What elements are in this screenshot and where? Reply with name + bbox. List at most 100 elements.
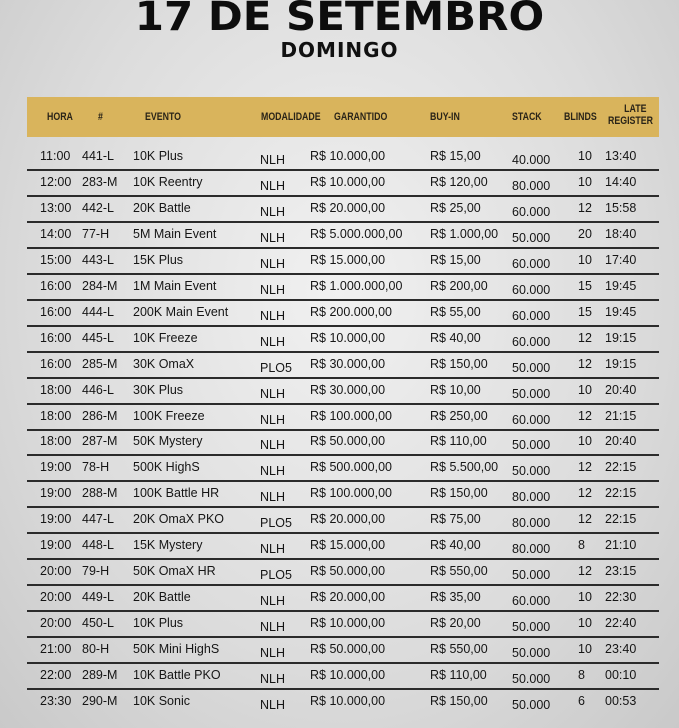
table-row: 16:00 444-L 200K Main Event NLH R$ 200.000,0… [27, 301, 659, 327]
cell-evento: 10K Plus [133, 149, 184, 163]
cell-modalidade: NLH [260, 464, 286, 479]
table-row: 16:00 285-M 30K OmaX PLO5 R$ 30.000,00 R$ 150… [27, 353, 659, 379]
table-row: 20:00 449-L 20K Battle NLH R$ 20.000,00 R$ 35… [27, 586, 659, 613]
cell-stack: 80.000 [512, 542, 551, 557]
cell-late-register: 15:58 [605, 200, 637, 215]
cell-garantido: R$ 10.000,00 [310, 149, 386, 163]
cell-evento: 1M Main Event [133, 278, 217, 293]
table-row: 22:00 289-M 10K Battle PKO NLH R$ 10.000,00 R… [27, 664, 659, 690]
cell-blinds: 12 [578, 330, 592, 345]
cell-blinds: 12 [578, 408, 592, 423]
cell-blinds: 12 [578, 486, 592, 501]
cell-number: 444-L [82, 304, 114, 319]
cell-garantido: R$ 10.000,00 [310, 668, 386, 682]
cell-modalidade: PLO5 [260, 360, 292, 375]
cell-garantido: R$ 50.000,00 [310, 642, 386, 657]
cell-blinds: 12 [578, 460, 592, 475]
header-blinds: BLINDS [564, 111, 597, 123]
cell-evento: 50K Mystery [133, 434, 203, 449]
cell-stack: 60.000 [512, 256, 551, 271]
cell-blinds: 12 [578, 564, 592, 579]
cell-hora: 15:00 [40, 252, 72, 267]
cell-buy-in: R$ 110,00 [430, 434, 487, 449]
cell-buy-in: R$ 1.000,00 [430, 226, 499, 241]
cell-garantido: R$ 15.000,00 [310, 252, 386, 267]
cell-number: 448-L [82, 538, 114, 553]
cell-late-register: 23:15 [605, 564, 637, 579]
table-row: 20:00 79-H 50K OmaX HR PLO5 R$ 50.000,00 R$ 5… [27, 560, 659, 587]
cell-late-register: 22:40 [605, 616, 637, 631]
cell-evento: 15K Plus [133, 252, 184, 267]
cell-hora: 18:00 [40, 382, 72, 397]
cell-number: 445-L [82, 330, 114, 345]
cell-modalidade: NLH [260, 334, 286, 349]
cell-late-register: 19:15 [605, 356, 637, 371]
cell-stack: 50.000 [512, 646, 551, 661]
cell-number: 79-H [82, 564, 110, 579]
cell-stack: 80.000 [512, 490, 551, 505]
table-row: 19:00 78-H 500K HighS NLH R$ 500.000,00 R$ 5.… [27, 456, 659, 483]
cell-buy-in: R$ 10,00 [430, 382, 481, 397]
table-row: 12:00 283-M 10K Reentry NLH R$ 10.000,00 R$ 1… [27, 171, 659, 197]
cell-modalidade: NLH [260, 620, 286, 635]
cell-stack: 60.000 [512, 282, 551, 297]
cell-garantido: R$ 10.000,00 [310, 693, 386, 708]
cell-buy-in: R$ 25,00 [430, 200, 481, 215]
header-register: REGISTER [608, 115, 653, 127]
cell-hora: 12:00 [40, 174, 72, 189]
cell-garantido: R$ 30.000,00 [310, 382, 386, 397]
cell-stack: 80.000 [512, 178, 551, 193]
table-row: 18:00 446-L 30K Plus NLH R$ 30.000,00 R$ 10,0… [27, 379, 659, 405]
cell-buy-in: R$ 55,00 [430, 304, 481, 319]
cell-modalidade: NLH [260, 594, 286, 609]
table-row: 11:00 441-L 10K Plus NLH R$ 10.000,00 R$ 15,0… [27, 145, 659, 171]
cell-number: 289-M [82, 668, 118, 682]
cell-late-register: 19:15 [605, 330, 637, 345]
cell-modalidade: NLH [260, 308, 286, 323]
cell-modalidade: PLO5 [260, 516, 292, 531]
cell-blinds: 8 [578, 538, 585, 553]
cell-number: 286-M [82, 408, 118, 423]
cell-garantido: R$ 500.000,00 [310, 460, 393, 475]
table-header: HORA # EVENTO MODALIDADE GARANTIDO BUY-I… [27, 97, 659, 137]
cell-hora: 21:00 [40, 642, 72, 657]
cell-hora: 18:00 [40, 408, 72, 423]
cell-late-register: 23:40 [605, 642, 637, 657]
cell-modalidade: NLH [260, 153, 286, 167]
cell-evento: 30K Plus [133, 382, 184, 397]
cell-late-register: 19:45 [605, 278, 637, 293]
cell-blinds: 20 [578, 226, 592, 241]
cell-late-register: 00:53 [605, 693, 637, 708]
cell-number: 288-M [82, 486, 118, 501]
table-row: 18:00 287-M 50K Mystery NLH R$ 50.000,00 R$ 1… [27, 430, 659, 457]
header-number: # [98, 111, 103, 123]
cell-stack: 50.000 [512, 464, 551, 479]
cell-buy-in: R$ 15,00 [430, 149, 481, 163]
cell-number: 442-L [82, 200, 114, 215]
cell-garantido: R$ 1.000.000,00 [310, 278, 403, 293]
cell-hora: 20:00 [40, 590, 72, 605]
cell-buy-in: R$ 40,00 [430, 538, 481, 553]
cell-evento: 20K OmaX PKO [133, 512, 225, 527]
cell-modalidade: NLH [260, 282, 286, 297]
cell-buy-in: R$ 15,00 [430, 252, 481, 267]
table-row: 23:30 290-M 10K Sonic NLH R$ 10.000,00 R$ 150… [27, 690, 659, 714]
cell-late-register: 13:40 [605, 149, 637, 163]
cell-number: 80-H [82, 642, 110, 657]
cell-late-register: 22:15 [605, 460, 637, 475]
cell-modalidade: NLH [260, 697, 286, 712]
cell-late-register: 00:10 [605, 668, 637, 682]
cell-modalidade: NLH [260, 178, 286, 193]
cell-number: 446-L [82, 382, 114, 397]
cell-blinds: 10 [578, 590, 592, 605]
cell-buy-in: R$ 250,00 [430, 408, 488, 423]
cell-number: 284-M [82, 278, 118, 293]
cell-evento: 15K Mystery [133, 538, 203, 553]
cell-hora: 22:00 [40, 668, 72, 682]
cell-number: 290-M [82, 693, 118, 708]
cell-number: 441-L [82, 149, 114, 163]
cell-evento: 10K Plus [133, 616, 184, 631]
cell-stack: 40.000 [512, 153, 551, 167]
cell-number: 287-M [82, 434, 118, 449]
cell-evento: 30K OmaX [133, 356, 195, 371]
